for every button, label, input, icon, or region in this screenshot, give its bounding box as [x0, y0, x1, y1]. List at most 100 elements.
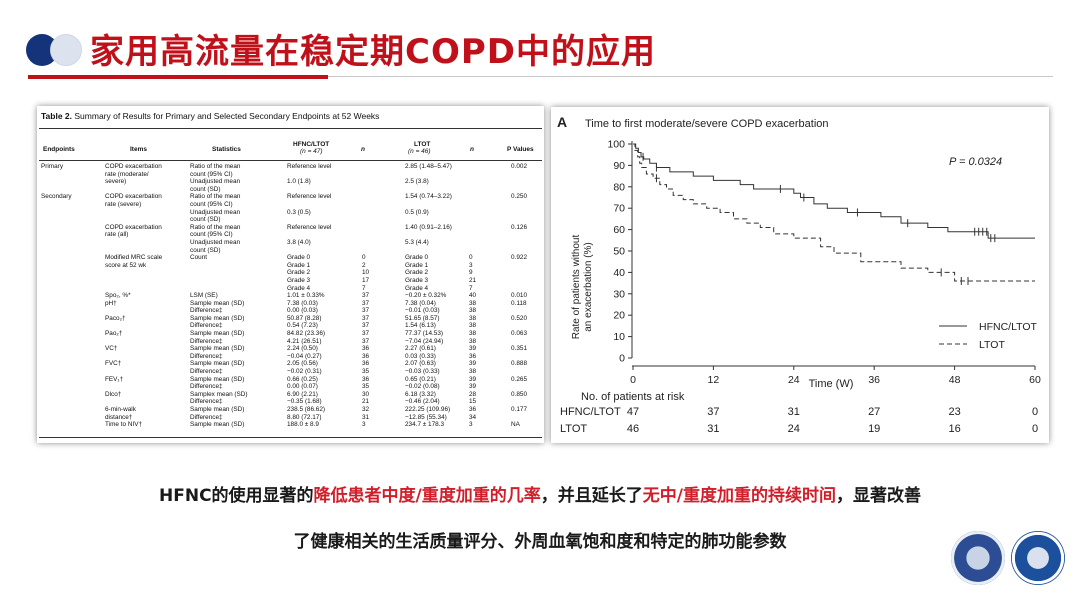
table-row: rate (all) count (95% CI)	[37, 232, 544, 240]
table-cell-n2: 3	[469, 261, 473, 269]
table-cell-hfnc: 0.00 (0.07)	[287, 383, 318, 391]
table-cell-ltot: −7.04 (24.94)	[405, 337, 444, 345]
table-cell-stat: Sample mean (SD)	[190, 421, 245, 429]
caption-line-2: 了健康相关的生活质量评分、外周血氧饱和度和特定的肺功能参数	[293, 532, 787, 552]
table-cell-ltot: −0.20 ± 0.32%	[405, 292, 447, 300]
table-cell-p: 0.063	[511, 330, 527, 338]
table-cell-hfnc: −0.02 (0.31)	[287, 368, 322, 376]
table-row: VC† Sample mean (SD) 2.24 (0.50) 36 2.27 (0.…	[37, 345, 544, 354]
table-cell-n2: 39	[469, 383, 477, 391]
table-cell-hfnc: −0.04 (0.27)	[287, 352, 322, 360]
table-row: Difference‡ 4.21 (26.51) 37 −7.04 (24.94) 38	[37, 337, 544, 347]
table-cell-stat: LSM (SE)	[190, 292, 218, 300]
table-cell-ltot: −0.03 (0.33)	[405, 368, 440, 376]
panel-label: A	[557, 114, 567, 130]
table-cell-n1: 37	[362, 292, 370, 300]
results-table-panel: Table 2. Summary of Results for Primary …	[37, 106, 544, 443]
table-cell-ltot: 51.65 (8.57)	[405, 314, 440, 322]
table-cell-hfnc: −0.35 (1.68)	[287, 398, 322, 406]
table-row: Grade 3 17 Grade 3 21	[37, 276, 544, 286]
table-row: rate (moderate/count (95% CI)	[37, 170, 544, 180]
table-cell-hfnc: 84.82 (23.36)	[287, 330, 326, 338]
table-cell-ltot: −0.02 (0.08)	[405, 383, 440, 391]
table-caption-label: Table 2.	[41, 111, 73, 121]
table-cell-item: Pao₂†	[105, 330, 123, 338]
risk-row-label-hfnc: HFNC/LTOT	[560, 406, 621, 418]
p-value-annotation: P = 0.0324	[949, 156, 1002, 168]
table-cell-stat: count (95% CI)	[190, 170, 233, 178]
header-hfnc-n: (n = 47)	[300, 148, 323, 155]
table-cell-n2: 38	[469, 368, 477, 376]
table-cell-stat: Difference‡	[190, 322, 223, 330]
table-row: Spo₂, %* LSM (SE) 1.01 ± 0.33% 37 −0.20 ± 0.…	[37, 292, 544, 301]
table-cell-stat: Difference‡	[190, 398, 223, 406]
table-cell-item: Paco₂†	[105, 314, 126, 322]
header-n2: n	[470, 146, 474, 153]
table-cell-p: 0.850	[511, 390, 527, 398]
table-cell-hfnc: 1.0 (1.8)	[287, 178, 311, 186]
table-cell-item: FEV₁†	[105, 375, 124, 383]
y-tick-label: 0	[619, 353, 625, 365]
km-chart: A Time to first moderate/severe COPD exa…	[557, 114, 1041, 435]
table-cell-item: Dlco†	[105, 390, 122, 398]
table-cell-hfnc: 0.00 (0.03)	[287, 307, 318, 315]
table-row: FEV₁† Sample mean (SD) 0.66 (0.25) 36 0.65 (…	[37, 375, 544, 385]
caption-text-1: HFNC的使用显著的	[159, 486, 314, 506]
table-cell-hfnc: Grade 1	[287, 261, 311, 269]
table-cell-stat: count (SD)	[190, 216, 221, 224]
table-cell-n2: 36	[469, 406, 477, 413]
table-cell-stat: Sample mean (SD)	[190, 360, 245, 368]
table-cell-n2: 7	[469, 284, 473, 292]
caption-text-3: ，显著改善	[835, 486, 921, 506]
table-row: Difference‡ −0.04 (0.27) 36 0.03 (0.33) 36	[37, 352, 544, 362]
slide-title: 家用高流量在稳定期COPD中的应用	[90, 32, 656, 72]
table-cell-n1: 36	[362, 345, 370, 353]
risk-count: 37	[707, 406, 719, 418]
table-cell-p: 0.177	[511, 406, 527, 413]
table-cell-n1: 35	[362, 383, 370, 391]
table-row: Secondary COPD exacerbation Ratio of the m…	[37, 194, 544, 202]
table-cell-ltot: −12.85 (55.34)	[405, 413, 447, 421]
table-cell-n2: 21	[469, 276, 477, 284]
table-cell-ltot: Grade 0	[405, 254, 429, 262]
table-cell-hfnc: 6.90 (2.21)	[287, 390, 318, 398]
table-cell-stat: Sample mean (SD)	[190, 406, 245, 413]
table-cell-item: distance†	[105, 413, 133, 421]
table-cell-hfnc: 0.3 (0.5)	[287, 208, 311, 216]
table-cell-stat: Count	[190, 254, 208, 262]
table-cell-item: 6-min-walk	[105, 406, 136, 413]
table-cell-n1: 37	[362, 322, 370, 330]
table-cell-endpoint: Secondary	[41, 193, 72, 201]
table-cell-n1: 37	[362, 330, 370, 338]
table-cell-p: 0.250	[511, 193, 527, 201]
header-items: Items	[130, 146, 147, 153]
header-p-values: P Values	[507, 146, 534, 153]
table-cell-n1: 30	[362, 390, 370, 398]
table-cell-stat: Ratio of the mean	[190, 163, 241, 170]
table-row: pH† Sample mean (SD) 7.38 (0.03) 37 7.38 (0.…	[37, 299, 544, 309]
table-row: Primary COPD exacerbation Ratio of the mea…	[37, 163, 544, 172]
table-cell-hfnc: Grade 0	[287, 254, 311, 262]
table-cell-n2: 28	[469, 390, 477, 398]
table-cell-stat: count (95% CI)	[190, 200, 233, 208]
table-cell-ltot: 2.07 (0.63)	[405, 360, 436, 368]
table-cell-stat: Sample mean (SD)	[190, 345, 245, 353]
table-cell-item: pH†	[105, 299, 117, 307]
table-cell-p: 0.520	[511, 314, 527, 322]
table-cell-stat: Unadjusted mean	[190, 178, 241, 186]
table-row: severe) Unadjusted mean 1.0 (1.8) 2.5 (3.8)	[37, 178, 544, 187]
table-cell-item: Modified MRC scale	[105, 254, 163, 262]
table-cell-n2: 39	[469, 360, 477, 368]
y-tick-label: 80	[613, 181, 625, 193]
hospital-logo	[951, 531, 1005, 585]
table-cell-ltot: 1.40 (0.91–2.16)	[405, 223, 452, 231]
table-cell-endpoint: Primary	[41, 163, 64, 170]
table-cell-n1: 7	[362, 284, 366, 292]
table-cell-p: 0.002	[511, 163, 527, 170]
table-cell-hfnc: 50.87 (8.28)	[287, 314, 322, 322]
y-tick-label: 10	[613, 331, 625, 343]
table-row: Paco₂† Sample mean (SD) 50.87 (8.28) 37 51.6…	[37, 314, 544, 324]
risk-count: 24	[788, 423, 800, 435]
table-cell-ltot: Grade 4	[405, 284, 429, 292]
table-row: Difference‡ −0.35 (1.68) 21 −0.46 (2.04) 15	[37, 399, 544, 407]
